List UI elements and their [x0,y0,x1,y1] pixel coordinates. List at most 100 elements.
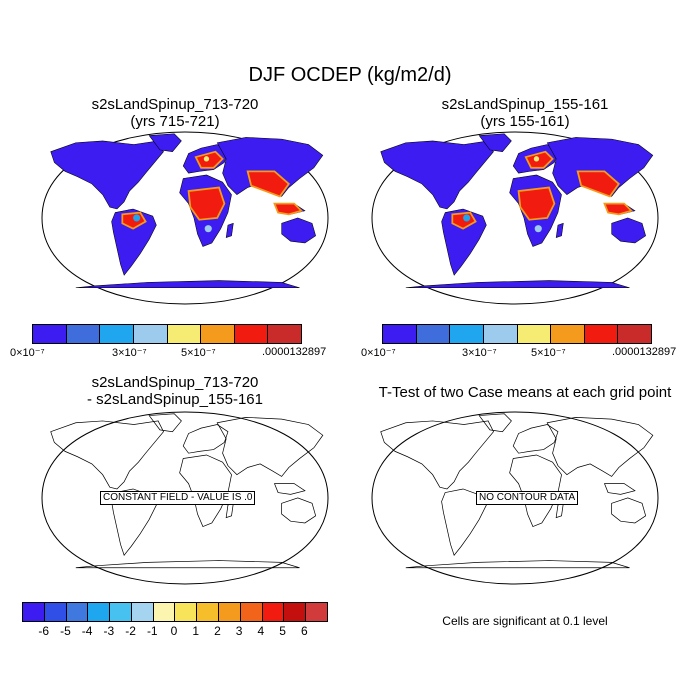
figure-title: DJF OCDEP (kg/m2/d) [248,64,452,86]
map4-landmass-sea [603,483,636,495]
cb3-swatch-3 [88,603,111,621]
cb3-tick-5: -1 [146,624,158,638]
cb1-swatch-7 [268,325,301,343]
map4-landmass-ant [405,560,630,569]
cb3-swatch-8 [197,603,220,621]
map1-mid-eu [203,156,210,162]
panel2-title-line2: (yrs 155-161) [480,113,570,130]
cb3-swatch-12 [284,603,307,621]
map1-mid-af [204,225,212,233]
map3-landmass-ant [75,560,300,569]
cb3-tick-7: 1 [192,624,200,638]
map2-high-as [576,170,621,198]
map2-high-eu [524,150,554,169]
map1-landmass-gr [148,133,182,152]
cb2-swatch-3 [483,325,518,343]
panel2-title-line1: s2sLandSpinup_155-161 [441,96,609,113]
map-panel2 [371,131,659,305]
map1-landmass-na [50,140,164,210]
map2-landmass-au [611,217,646,244]
panel2-title: s2sLandSpinup_155-161 (yrs 155-161) [370,96,680,130]
cb1-label-1: 3×10⁻⁷ [112,347,147,359]
map1-landmass-as [216,137,324,197]
cb3-swatch-1 [44,603,67,621]
map4-landmass-af [509,454,562,528]
cb1-label-0: 0×10⁻⁷ [10,347,45,359]
map1-high-as [246,170,291,198]
panel4-title: T-Test of two Case means at each grid po… [378,384,672,401]
colorbar-panel2 [382,324,652,344]
map4-landmass-gr [478,413,512,433]
map3-landmass-eu [182,424,229,454]
map4-landmass-eu [512,424,559,454]
map2-landmass-mad [555,222,564,239]
cb2-swatch-0 [383,325,417,343]
map2-mid-eu [533,156,540,162]
map3-landmass-gr [148,413,182,433]
cb3-tick-12: 6 [300,624,308,638]
map3-landmass-as [216,417,324,477]
cb2-swatch-7 [618,325,651,343]
cb3-tick-1: -5 [60,624,71,638]
cb3-swatch-0 [23,603,45,621]
cb3-tick-3: -3 [103,624,115,638]
colorbar-panel1 [32,324,302,344]
cb1-swatch-4 [167,325,202,343]
cb2-swatch-6 [584,325,619,343]
cb2-label-1: 3×10⁻⁷ [462,347,497,359]
cb3-tick-8: 2 [214,624,221,638]
cb3-swatch-2 [66,603,89,621]
cb1-swatch-5 [201,325,235,343]
cb3-tick-4: -2 [125,624,136,638]
cb3-swatch-7 [175,603,198,621]
map4-landmass-na [380,420,494,490]
map1-high-af [187,186,226,221]
map1-landmass-au [281,217,316,244]
cb2-swatch-1 [416,325,451,343]
map2-landmass-ant [405,280,630,288]
cb3-tick-10: 4 [257,624,265,638]
map3-landmass-af [179,454,232,528]
panel1-title: s2sLandSpinup_713-720 (yrs 715-721) [20,96,330,130]
cb3-tick-9: 3 [235,624,243,638]
cb1-swatch-2 [100,325,134,343]
panel1-title-line1: s2sLandSpinup_713-720 [91,96,259,113]
no-contour-message: NO CONTOUR DATA [476,491,579,505]
panel1-title-line2: (yrs 715-721) [130,113,220,130]
cb2-swatch-4 [517,325,552,343]
map1-landmass-mad [225,222,234,239]
cb3-tick-6: 0 [170,624,178,638]
map2-landmass-na [380,140,494,210]
cb3-swatch-4 [110,603,132,621]
map2-mid-af [534,225,542,233]
colorbar-difference [22,602,328,622]
cb1-label-2: 5×10⁻⁷ [181,347,216,359]
map2-high-af [517,186,556,221]
map2-landmass-sa [441,208,487,276]
panel3-title: s2sLandSpinup_713-720 - s2sLandSpinup_15… [20,374,330,408]
map1-high-sea [273,202,304,216]
cb1-swatch-6 [234,325,269,343]
map1-high-eu [194,150,224,169]
cb1-swatch-0 [33,325,67,343]
cb3-swatch-9 [219,603,241,621]
cb2-label-3: .0000132897 [612,346,677,358]
map3-landmass-au [281,497,317,524]
cb3-tick-11: 5 [279,624,286,638]
cb1-swatch-1 [66,325,101,343]
map3-landmass-sea [273,483,306,495]
cb3-tick-2: -4 [81,624,93,638]
map3-landmass-na [50,420,164,490]
map1-landmass-ant [75,280,300,288]
cb3-swatch-10 [240,603,263,621]
cb1-swatch-3 [133,325,168,343]
cb2-label-0: 0×10⁻⁷ [361,347,396,359]
map2-mid-sa [463,214,471,222]
map2-high-sea [603,202,634,216]
significance-note: Cells are significant at 0.1 level [442,614,608,628]
map1-mid-sa [133,214,141,222]
map-panel1 [41,131,329,305]
cb3-swatch-6 [153,603,176,621]
cb1-label-3: .0000132897 [262,346,327,358]
map2-landmass-as [546,137,654,197]
